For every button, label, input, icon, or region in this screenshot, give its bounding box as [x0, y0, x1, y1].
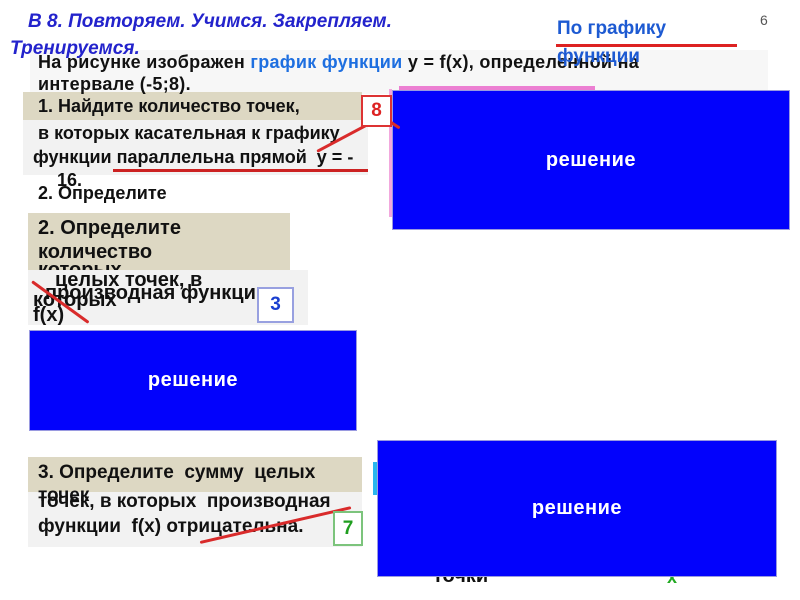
answer-value-1: 8 — [371, 100, 382, 121]
task3-header-bg — [28, 457, 362, 492]
task2-body4: f(x) — [33, 304, 65, 326]
answer-box-3: 7 — [333, 511, 363, 546]
task2-header-bg — [28, 213, 290, 270]
task3-header: 3. Определите сумму целых — [38, 462, 316, 483]
task2-ghost-header: 2. Определите — [38, 183, 167, 203]
task1-body-line4: 16. — [57, 170, 83, 190]
statement-line2: интервале (-5;8). — [38, 74, 191, 94]
slide-title-line1: В 8. Повторяем. Учимся. Закрепляем. — [28, 11, 392, 32]
answer-value-3: 7 — [342, 517, 354, 539]
task1-body-line3: функции параллельна прямой y = - — [33, 147, 354, 167]
task2-body1: целых точек, в — [55, 269, 203, 291]
statement-highlight: график функции — [250, 52, 403, 72]
solution-button-2-label: решение — [147, 369, 239, 391]
cyan-edge-left — [373, 462, 378, 495]
task1-red-underline — [113, 169, 368, 172]
topic-red-underline — [556, 44, 737, 47]
task3-body1: точек, в которых производная — [38, 491, 331, 512]
task2-line2: количество — [38, 241, 153, 263]
topic-heading-line1: По графику — [557, 18, 667, 39]
task2-line1: 2. Определите — [38, 217, 181, 239]
task1-header: 1. Найдите количество точек, — [38, 96, 300, 116]
topic-heading-line2: функции — [557, 46, 640, 67]
task1-header-bg — [23, 92, 362, 120]
task2-body3: которых — [33, 289, 117, 311]
pink-edge-left — [389, 89, 392, 217]
statement-part2: y = f(x), определенной на — [402, 52, 640, 72]
statement-line1: На рисунке изображен график функции y = … — [38, 52, 639, 73]
statement-part1: На рисунке изображен — [38, 52, 251, 72]
solution-button-1-label: решение — [545, 148, 637, 171]
solution-button-3[interactable]: решение — [377, 440, 777, 577]
slide-title-line2: Тренируемся. — [10, 38, 140, 59]
answer-box-2: 3 — [257, 287, 294, 323]
task3-body-bg — [28, 492, 362, 547]
answer-value-2: 3 — [270, 294, 281, 315]
solution-button-3-label: решение — [531, 497, 623, 519]
task3-ghost-line: точек — [38, 485, 90, 506]
page-number: 6 — [760, 12, 768, 28]
answer-box-1: 8 — [361, 95, 392, 127]
task2-body2: производная функции — [45, 282, 269, 304]
task3-body2: функции f(x) отрицательна. — [38, 516, 304, 537]
solution-button-1[interactable]: решение — [392, 90, 790, 230]
task1-body-bg — [23, 120, 368, 175]
graph-x-axis-label: х — [667, 567, 678, 587]
pink-edge-top — [399, 86, 595, 90]
task1-body-line2: в которых касательная к графику — [38, 123, 340, 143]
solution-button-2[interactable]: решение — [29, 330, 357, 431]
